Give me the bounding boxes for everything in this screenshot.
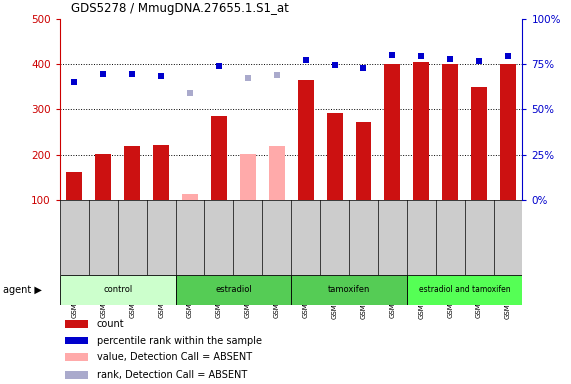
Point — [99, 71, 108, 77]
Point — [243, 75, 252, 81]
Text: value, Detection Call = ABSENT: value, Detection Call = ABSENT — [97, 352, 252, 362]
Text: GDS5278 / MmugDNA.27655.1.S1_at: GDS5278 / MmugDNA.27655.1.S1_at — [71, 2, 289, 15]
Point — [504, 53, 513, 59]
Text: control: control — [103, 285, 132, 295]
Bar — [240, 154, 256, 200]
Point — [70, 79, 79, 86]
Bar — [65, 337, 88, 344]
Bar — [500, 65, 516, 200]
Point — [417, 53, 426, 59]
Bar — [124, 146, 140, 200]
Bar — [407, 275, 522, 305]
Point — [388, 52, 397, 58]
Bar — [65, 320, 88, 328]
Bar — [65, 353, 88, 361]
Point — [445, 56, 455, 62]
Bar — [182, 194, 198, 200]
Text: tamoxifen: tamoxifen — [328, 285, 370, 295]
Bar — [443, 65, 458, 200]
Bar — [297, 80, 313, 200]
Point — [330, 62, 339, 68]
Point — [214, 63, 223, 69]
Text: rank, Detection Call = ABSENT: rank, Detection Call = ABSENT — [97, 370, 247, 380]
Bar — [413, 62, 429, 200]
Bar — [66, 172, 82, 200]
Bar — [95, 154, 111, 200]
Text: estradiol and tamoxifen: estradiol and tamoxifen — [419, 285, 510, 295]
Text: percentile rank within the sample: percentile rank within the sample — [97, 336, 262, 346]
Bar — [471, 87, 487, 200]
Bar — [211, 116, 227, 200]
Text: agent ▶: agent ▶ — [3, 285, 42, 295]
Bar — [291, 275, 407, 305]
Point — [359, 65, 368, 71]
Point — [272, 72, 282, 78]
Bar — [356, 122, 371, 200]
Point — [156, 73, 166, 79]
Bar — [327, 113, 343, 200]
Bar — [384, 65, 400, 200]
Point — [301, 57, 310, 63]
Point — [186, 90, 195, 96]
Bar — [176, 275, 291, 305]
Point — [475, 58, 484, 64]
Bar — [153, 145, 169, 200]
Bar — [65, 371, 88, 379]
Bar — [269, 146, 285, 200]
Text: count: count — [97, 319, 124, 329]
Point — [128, 71, 137, 77]
Text: estradiol: estradiol — [215, 285, 252, 295]
Bar — [60, 275, 176, 305]
